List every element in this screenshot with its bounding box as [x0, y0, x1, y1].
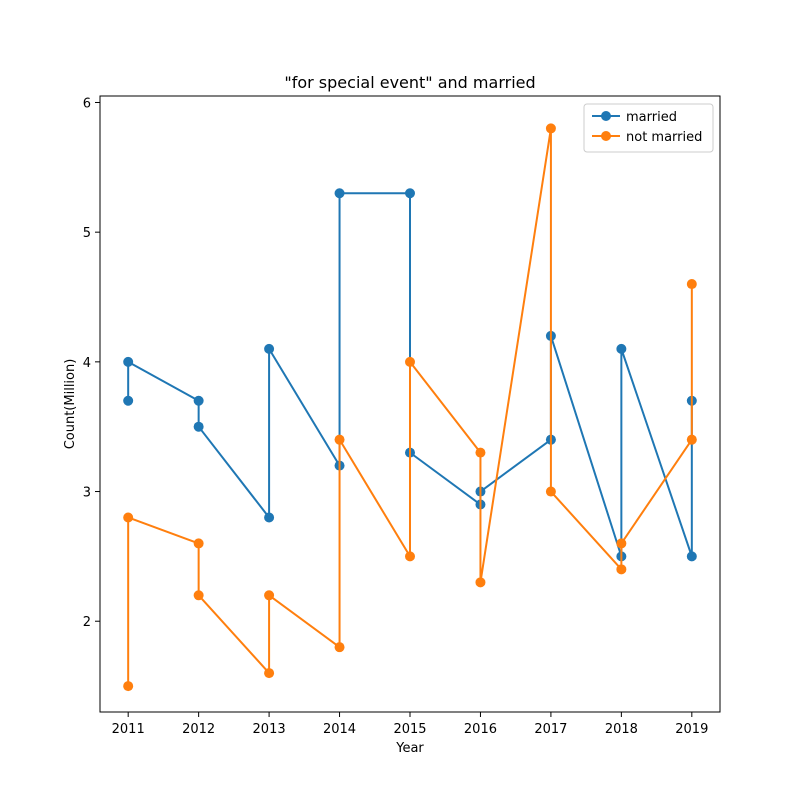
- data-point-not-married: [123, 681, 134, 692]
- data-point-married: [264, 343, 275, 354]
- y-axis: 2 3 4 5 6: [83, 96, 100, 630]
- series-not-married: [123, 123, 697, 692]
- x-tick-label: 2014: [323, 722, 356, 737]
- x-tick-label: 2016: [464, 722, 497, 737]
- data-point-not-married: [264, 668, 275, 679]
- x-tick-label: 2015: [393, 722, 426, 737]
- x-tick-label: 2011: [112, 722, 145, 737]
- data-point-married: [686, 551, 697, 562]
- data-point-married: [193, 421, 204, 432]
- data-point-not-married: [686, 434, 697, 445]
- x-tick-label: 2017: [534, 722, 567, 737]
- y-axis-title: Count(Million): [63, 359, 78, 450]
- data-point-married: [405, 188, 415, 199]
- data-point-not-married: [405, 551, 415, 562]
- plot-area: [123, 123, 697, 692]
- y-tick-label: 4: [83, 356, 91, 371]
- data-point-married: [123, 395, 134, 406]
- data-point-married: [123, 356, 134, 367]
- data-point-not-married: [193, 590, 204, 601]
- data-point-not-married: [616, 564, 627, 575]
- legend-swatch-marker: [601, 111, 611, 121]
- data-point-not-married: [123, 512, 134, 523]
- data-point-married: [193, 395, 204, 406]
- legend-label: not married: [626, 130, 702, 145]
- x-tick-label: 2019: [675, 722, 708, 737]
- data-point-not-married: [334, 434, 345, 445]
- data-point-not-married: [475, 577, 486, 588]
- data-point-not-married: [545, 486, 556, 497]
- data-point-married: [334, 188, 345, 199]
- data-point-not-married: [545, 123, 556, 134]
- legend-item-married: married: [592, 110, 677, 125]
- chart-title: "for special event" and married: [284, 73, 535, 92]
- legend-label: married: [626, 110, 677, 125]
- data-point-not-married: [193, 538, 204, 549]
- x-axis: 2011 2012 2013 2014 2015 2016 2017 2018 2019: [112, 712, 708, 737]
- y-tick-label: 6: [83, 96, 91, 111]
- x-tick-label: 2018: [605, 722, 638, 737]
- data-point-married: [616, 343, 627, 354]
- x-tick-label: 2012: [182, 722, 215, 737]
- x-axis-title: Year: [395, 741, 424, 756]
- y-tick-label: 5: [83, 226, 91, 241]
- data-point-not-married: [686, 279, 697, 290]
- legend-swatch-marker: [601, 131, 611, 141]
- data-point-not-married: [405, 356, 415, 367]
- data-point-not-married: [475, 447, 486, 458]
- x-tick-label: 2013: [253, 722, 286, 737]
- data-point-not-married: [616, 538, 627, 549]
- y-tick-label: 3: [83, 486, 91, 501]
- y-tick-label: 2: [83, 615, 91, 630]
- data-point-not-married: [264, 590, 275, 601]
- legend-item-not-married: not married: [592, 130, 702, 145]
- data-point-not-married: [334, 642, 345, 653]
- data-point-married: [264, 512, 275, 523]
- legend: married not married: [583, 103, 714, 153]
